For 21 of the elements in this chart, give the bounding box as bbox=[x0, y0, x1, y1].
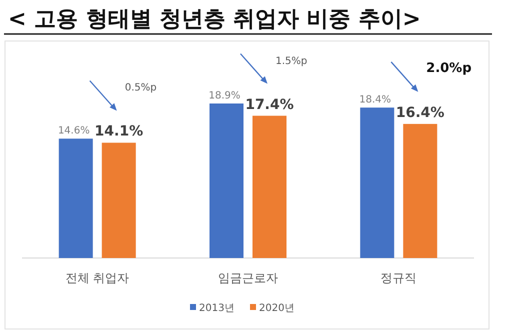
data-label: 14.1% bbox=[94, 124, 144, 140]
bar bbox=[58, 138, 93, 258]
data-label: 18.9% bbox=[208, 90, 240, 102]
legend-label: 2020년 bbox=[259, 303, 294, 314]
data-label: 17.4% bbox=[245, 96, 294, 113]
text: 2.0%p bbox=[426, 60, 472, 76]
legend-label: 2013년 bbox=[199, 303, 234, 314]
bar bbox=[210, 103, 244, 258]
bar bbox=[360, 108, 394, 258]
x-tick-label: 정규직 bbox=[380, 271, 417, 285]
data-label: 16.4% bbox=[396, 104, 444, 121]
bar bbox=[252, 116, 286, 258]
data-label: 18.4% bbox=[359, 94, 392, 106]
data-label: 14.6% bbox=[58, 126, 90, 137]
text: 0.5%p bbox=[124, 82, 157, 94]
bar bbox=[102, 142, 136, 258]
bar bbox=[403, 124, 438, 258]
chart-title: < 고용 형태별 청년층 취업자 비중 추이> bbox=[8, 7, 421, 32]
x-tick-label: 임금근로자 bbox=[218, 271, 278, 285]
x-tick-label: 전체 취업자 bbox=[65, 271, 130, 285]
text: 1.5%p bbox=[276, 56, 308, 67]
